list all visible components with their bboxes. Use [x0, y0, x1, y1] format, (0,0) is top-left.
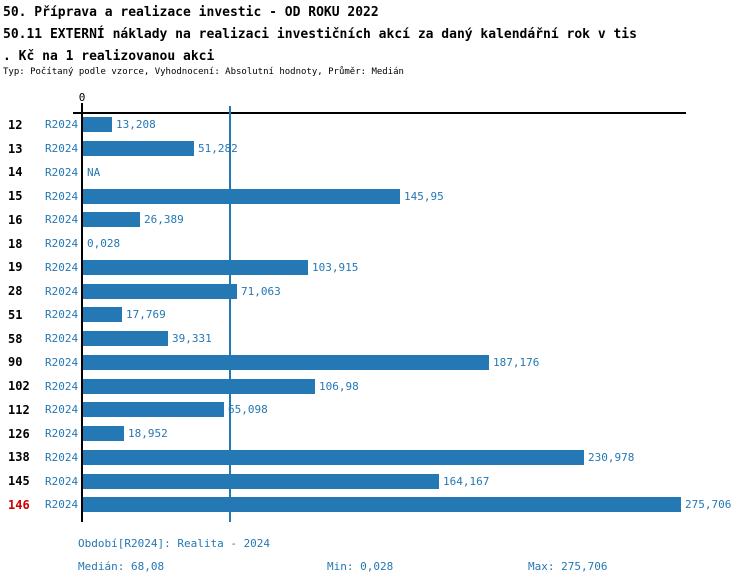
row-period-label: R2024: [45, 142, 79, 156]
row-id-label: 126: [8, 426, 30, 441]
bar: [83, 212, 140, 228]
row-id-label: 16: [8, 212, 23, 227]
max-stat-label: Max: 275,706: [528, 560, 608, 573]
value-label: 145,95: [404, 189, 444, 203]
bar: [83, 188, 400, 204]
row-id-label: 13: [8, 141, 23, 156]
bar: [83, 331, 168, 347]
bar: [83, 259, 308, 275]
chart-row[interactable]: 102 R2024 106,98: [0, 374, 750, 398]
x-axis-line: [73, 112, 686, 114]
row-id-label: 18: [8, 236, 23, 251]
chart-row[interactable]: 14 R2024 NA: [0, 161, 750, 185]
row-id-label: 19: [8, 260, 23, 275]
chart-row[interactable]: 12 R2024 13,208: [0, 113, 750, 137]
chart-row[interactable]: 16 R2024 26,389: [0, 208, 750, 232]
min-stat-label: Min: 0,028: [327, 560, 394, 573]
row-id-label: 14: [8, 165, 23, 180]
row-period-label: R2024: [45, 498, 79, 512]
value-label: 26,389: [144, 213, 184, 227]
chart-row[interactable]: 18 R2024 0,028: [0, 232, 750, 256]
row-id-label: 112: [8, 402, 30, 417]
value-label: 71,063: [241, 284, 281, 298]
row-period-label: R2024: [45, 450, 79, 464]
value-label: 39,331: [172, 332, 212, 346]
median-stat-label: Medián: 68,08: [78, 560, 165, 573]
bar: [83, 141, 194, 157]
value-label: 51,282: [198, 142, 238, 156]
value-label: 275,706: [685, 498, 732, 512]
chart-row[interactable]: 58 R2024 39,331: [0, 327, 750, 351]
chart-row[interactable]: 145 R2024 164,167: [0, 469, 750, 493]
report-subtitle: Typ: Počítaný podle vzorce, Vyhodnocení:…: [3, 67, 404, 77]
value-label: 0,028: [87, 237, 121, 251]
row-period-label: R2024: [45, 260, 79, 274]
row-period-label: R2024: [45, 332, 79, 346]
value-label: 65,098: [228, 403, 268, 417]
bar: [83, 307, 122, 323]
chart-row[interactable]: 126 R2024 18,952: [0, 422, 750, 446]
row-period-label: R2024: [45, 308, 79, 322]
row-id-label: 145: [8, 474, 30, 489]
row-id-label: 12: [8, 117, 23, 132]
median-line: [229, 106, 231, 522]
chart-row[interactable]: 51 R2024 17,769: [0, 303, 750, 327]
bar: [83, 473, 439, 489]
row-id-label: 58: [8, 331, 23, 346]
bar-chart: 0 12 R2024 13,208 13 R2024 51,282 14 R2024 NA 15 R…: [0, 91, 750, 522]
period-info-label: Období[R2024]: Realita - 2024: [78, 537, 271, 550]
row-period-label: R2024: [45, 355, 79, 369]
row-id-label: 102: [8, 379, 30, 394]
value-label: NA: [87, 165, 101, 179]
chart-row[interactable]: 28 R2024 71,063: [0, 279, 750, 303]
axis-zero-tick-label: 0: [78, 91, 86, 104]
row-period-label: R2024: [45, 118, 79, 132]
row-id-label: 28: [8, 284, 23, 299]
row-id-label: 51: [8, 307, 23, 322]
bar: [83, 378, 315, 394]
y-axis-line: [81, 103, 83, 522]
chart-rows: 12 R2024 13,208 13 R2024 51,282 14 R2024 NA 15 R20…: [0, 113, 750, 517]
row-id-label: 138: [8, 450, 30, 465]
bar: [83, 283, 237, 299]
row-period-label: R2024: [45, 165, 79, 179]
bar: [83, 449, 584, 465]
report-title-line1: 50. Příprava a realizace investic - OD R…: [3, 5, 379, 20]
row-period-label: R2024: [45, 213, 79, 227]
row-id-label: 90: [8, 355, 23, 370]
bar: [83, 426, 124, 442]
chart-row[interactable]: 19 R2024 103,915: [0, 256, 750, 280]
value-label: 230,978: [588, 450, 635, 464]
row-period-label: R2024: [45, 379, 79, 393]
row-period-label: R2024: [45, 403, 79, 417]
value-label: 13,208: [116, 118, 156, 132]
chart-row[interactable]: 112 R2024 65,098: [0, 398, 750, 422]
value-label: 106,98: [319, 379, 359, 393]
row-id-label: 15: [8, 189, 23, 204]
row-period-label: R2024: [45, 237, 79, 251]
row-period-label: R2024: [45, 474, 79, 488]
value-label: 103,915: [312, 260, 359, 274]
value-label: 164,167: [443, 474, 490, 488]
bar: [83, 354, 489, 370]
chart-row[interactable]: 90 R2024 187,176: [0, 351, 750, 375]
row-id-label: 146: [8, 497, 30, 512]
report-title-line2: 50.11 EXTERNÍ náklady na realizaci inves…: [3, 27, 637, 42]
chart-row[interactable]: 138 R2024 230,978: [0, 446, 750, 470]
value-label: 17,769: [126, 308, 166, 322]
chart-row[interactable]: 146 R2024 275,706: [0, 493, 750, 517]
bar: [83, 402, 224, 418]
value-label: 187,176: [493, 355, 540, 369]
row-period-label: R2024: [45, 284, 79, 298]
report-title-line3: . Kč na 1 realizovanou akci: [3, 49, 215, 64]
bar: [83, 497, 681, 513]
bar: [83, 117, 112, 133]
row-period-label: R2024: [45, 189, 79, 203]
chart-row[interactable]: 13 R2024 51,282: [0, 137, 750, 161]
row-period-label: R2024: [45, 427, 79, 441]
chart-row[interactable]: 15 R2024 145,95: [0, 184, 750, 208]
value-label: 18,952: [128, 427, 168, 441]
